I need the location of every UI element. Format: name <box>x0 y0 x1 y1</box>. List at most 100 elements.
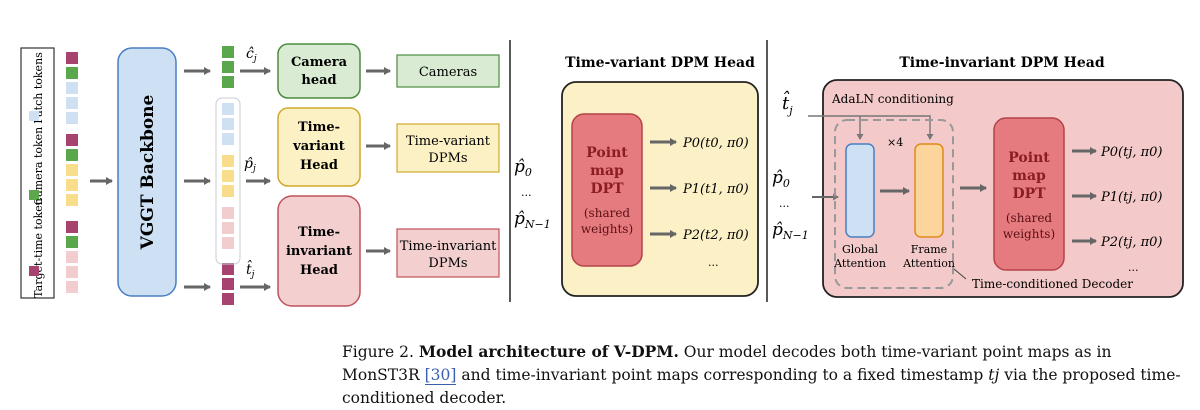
time-output-token <box>222 263 234 275</box>
legend-camera-token: Camera token <box>32 127 45 206</box>
token-legend: Patch tokens Camera token Target-time to… <box>20 47 55 299</box>
tv-input-p0: p̂0 <box>514 157 532 179</box>
tv-shared-line2: weights) <box>581 222 633 236</box>
caption-text-2: and time-invariant point maps correspond… <box>461 366 984 384</box>
tv-head-title: Time-variant DPM Head <box>565 55 755 71</box>
ti-dpms-line1: Time-invariant <box>400 239 497 254</box>
caption-figure-number: Figure 2. <box>342 343 414 361</box>
yellow-token <box>66 164 78 176</box>
ti-output-1: P1(tj, π0) <box>1100 190 1163 205</box>
ti-tj-input: t̂j <box>782 89 793 117</box>
ti-input-pn: p̂N−1 <box>772 220 809 242</box>
patch-output-token <box>222 103 234 115</box>
ti-output-2: P2(tj, π0) <box>1100 235 1163 250</box>
legend-patch-tokens: Patch tokens <box>32 52 45 124</box>
purple-token <box>66 134 78 146</box>
repeat-x4-label: ×4 <box>887 136 903 149</box>
blue-token <box>66 82 78 94</box>
green-token <box>66 236 78 248</box>
frame-attention-block <box>914 143 944 238</box>
purple-token <box>66 221 78 233</box>
camera-output-token <box>222 46 234 58</box>
tv-head-line2: variant <box>292 139 345 154</box>
ti-head-box <box>277 195 361 307</box>
decoder-label-pointer <box>953 268 967 280</box>
ti-dpms-line2: DPMs <box>428 256 467 271</box>
t-hat-j-label: t̂j <box>246 259 255 280</box>
patch-output-token <box>222 118 234 130</box>
ti-dpt-line2: map <box>1012 168 1046 184</box>
ti-dpt-line1: Point <box>1008 150 1050 166</box>
yellow-token <box>66 179 78 191</box>
time-conditioned-decoder-box <box>834 119 954 289</box>
patch-output-token <box>222 237 234 249</box>
ti-output-dots: ... <box>1128 261 1139 274</box>
patch-output-token <box>222 222 234 234</box>
global-attention-line1: Global <box>842 243 879 256</box>
time-output-token <box>222 293 234 305</box>
cameras-output-box <box>396 54 500 88</box>
ti-dpms-output-box <box>396 228 500 278</box>
ti-head-title: Time-invariant DPM Head <box>899 55 1105 71</box>
tv-dpt-block <box>571 113 643 267</box>
frame-attention-line1: Frame <box>911 243 947 256</box>
caption-text-1: Our model decodes both time-variant poin… <box>342 343 1112 384</box>
vggt-backbone-block <box>117 47 177 297</box>
camera-head-line2: head <box>301 73 336 88</box>
ti-dpt-line3: DPT <box>1012 186 1046 202</box>
tv-dpms-line2: DPMs <box>428 151 467 166</box>
legend-target-time-token: Target-time token <box>32 198 45 298</box>
green-token <box>66 67 78 79</box>
adaln-line-to-frame <box>808 115 934 140</box>
ti-head-line3: Head <box>300 263 338 278</box>
frame-attention-line2: Attention <box>902 257 955 270</box>
patch-output-token <box>222 207 234 219</box>
green-token <box>66 149 78 161</box>
ti-output-0: P0(tj, π0) <box>1100 145 1163 160</box>
ti-head-line2: invariant <box>286 244 352 259</box>
time-output-token <box>222 278 234 290</box>
pink-token <box>66 266 78 278</box>
tv-output-1: P1(t1, π0) <box>682 182 749 197</box>
legend-target-time-swatch <box>29 266 39 276</box>
ti-dpt-block <box>993 117 1065 271</box>
legend-patch-swatch <box>29 111 39 121</box>
caption-reference-link[interactable]: [30] <box>424 366 457 385</box>
c-hat-j-label: ĉj <box>246 46 257 64</box>
input-token-column <box>66 52 78 293</box>
caption-title: Model architecture of V-DPM. <box>418 342 679 361</box>
patch-output-token <box>222 133 234 145</box>
figure-caption: Figure 2. Model architecture of V-DPM. O… <box>342 340 1187 410</box>
ti-input-p0: p̂0 <box>772 168 790 190</box>
tv-dpt-line1: Point <box>586 145 628 161</box>
blue-token <box>66 112 78 124</box>
yellow-token <box>66 194 78 206</box>
tv-dpt-line2: map <box>590 163 624 179</box>
camera-output-token <box>222 61 234 73</box>
tv-head-line1: Time- <box>298 120 340 135</box>
tv-dpms-output-box <box>396 123 500 173</box>
legend-camera-swatch <box>29 190 39 200</box>
p-hat-j-label: p̂j <box>244 156 256 174</box>
pink-token <box>66 251 78 263</box>
camera-head-line1: Camera <box>291 55 348 70</box>
tv-output-dots: ... <box>708 256 719 269</box>
tv-head-line3: Head <box>300 158 338 173</box>
cameras-output-label: Cameras <box>419 65 477 80</box>
blue-token <box>66 97 78 109</box>
tv-head-box <box>277 107 361 187</box>
decoder-label: Time-conditioned Decoder <box>972 277 1133 291</box>
ti-shared-line2: weights) <box>1003 227 1055 241</box>
legend-frame <box>20 47 55 299</box>
patch-token-bracket <box>215 97 241 265</box>
camera-output-token <box>222 76 234 88</box>
vggt-backbone-label: VGGT Backbone <box>138 94 158 250</box>
patch-output-token <box>222 170 234 182</box>
pink-token <box>66 281 78 293</box>
output-token-groups <box>222 46 234 305</box>
caption-text-3: via the proposed time-conditioned decode… <box>342 366 1181 407</box>
tv-output-2: P2(t2, π0) <box>682 228 749 243</box>
ti-input-dots: ... <box>779 197 790 210</box>
global-attention-block <box>845 143 875 238</box>
tv-input-pn: p̂N−1 <box>514 209 551 231</box>
